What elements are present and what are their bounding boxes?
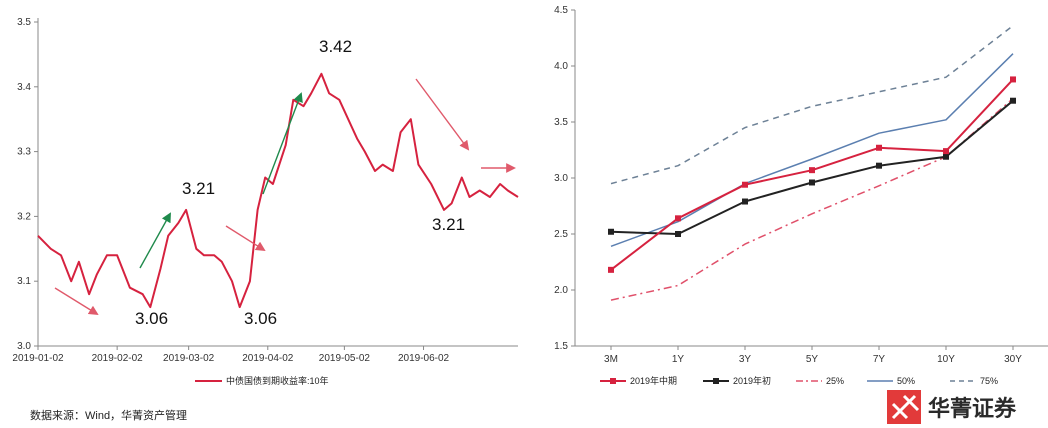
series-point-2019年中期: [943, 148, 949, 155]
right-x-tick-label: 10Y: [937, 354, 955, 365]
series-point-2019年中期: [608, 266, 614, 273]
right-y-tick-label: 3.5: [554, 117, 568, 128]
series-point-2019年初: [608, 228, 614, 235]
brand-name: 华菁证券: [928, 396, 1017, 421]
series-point-2019年初: [943, 153, 949, 160]
yield-time-series-chart: 3.0 3.1 3.2 3.3 3.4 3.5 2019-01-02 2019-02-02 2…: [12, 17, 519, 422]
series-line-2019年中期: [610, 78, 1014, 271]
left-x-tick-label: 2019-03-02: [163, 353, 215, 364]
right-y-tick-label: 4.5: [554, 5, 568, 16]
right-x-tick-label: 3M: [604, 354, 618, 365]
series-point-2019年初: [1010, 97, 1016, 104]
annotation-low: 3.06: [244, 309, 277, 328]
legend-marker-2019年初: [713, 378, 719, 384]
legend-label-2019年初: 2019年初: [733, 375, 771, 386]
yield-curve-chart: 1.5 2.0 2.5 3.0 3.5 4.0 4.5 3M 1Y 3Y 5Y 7Y 10Y 30Y 2…: [554, 5, 1048, 386]
left-x-tick-label: 2019-01-02: [12, 353, 64, 364]
series-line-50%: [610, 53, 1014, 248]
annotation-local-high: 3.21: [182, 179, 215, 198]
right-y-tick-label: 3.0: [554, 173, 568, 184]
trend-arrow-up: [139, 212, 171, 269]
trend-arrow-up: [262, 92, 303, 195]
trend-arrow-down: [54, 287, 99, 316]
right-x-tick-label: 30Y: [1004, 354, 1022, 365]
right-y-tick-label: 2.5: [554, 229, 568, 240]
annotation-low: 3.06: [135, 309, 168, 328]
series-point-2019年中期: [742, 181, 748, 188]
legend-label-75%: 75%: [980, 376, 998, 386]
left-x-tick-label: 2019-06-02: [398, 353, 450, 364]
left-x-tick-label: 2019-02-02: [92, 353, 144, 364]
series-point-2019年中期: [809, 167, 815, 174]
right-y-tick-label: 2.0: [554, 285, 568, 296]
series-point-2019年初: [675, 231, 681, 237]
series-point-2019年初: [876, 162, 882, 169]
annotation-peak: 3.42: [319, 37, 352, 56]
legend-label-cgb-10y: 中债国债到期收益率:10年: [226, 375, 329, 386]
trend-arrow-down: [415, 78, 470, 151]
left-y-tick-label: 3.2: [17, 211, 31, 222]
series-point-2019年中期: [675, 215, 681, 222]
legend-label-2019年中期: 2019年中期: [630, 375, 677, 386]
legend-marker-2019年中期: [610, 378, 616, 384]
series-point-2019年中期: [1010, 76, 1016, 83]
legend-label-25%: 25%: [826, 376, 844, 386]
left-y-tick-label: 3.5: [17, 17, 31, 28]
brand-logo-glyph: [891, 394, 920, 420]
series-line-cgb-10y: [37, 72, 519, 309]
left-y-tick-label: 3.1: [17, 276, 31, 287]
left-y-tick-label: 3.4: [17, 82, 31, 93]
right-x-tick-label: 5Y: [806, 354, 819, 365]
right-x-tick-label: 1Y: [672, 354, 685, 365]
source-note: 数据来源：Wind，华菁资产管理: [30, 408, 187, 422]
brand-logo: 华菁证券: [887, 390, 1017, 424]
legend-label-50%: 50%: [897, 376, 915, 386]
annotation-local-low: 3.21: [432, 215, 465, 234]
series-point-2019年中期: [876, 144, 882, 151]
series-line-75%: [610, 25, 1014, 185]
right-y-tick-label: 4.0: [554, 61, 568, 72]
right-y-tick-label: 1.5: [554, 341, 568, 352]
series-point-2019年初: [809, 179, 815, 186]
left-y-tick-label: 3.0: [17, 341, 31, 352]
right-x-tick-label: 3Y: [739, 354, 752, 365]
right-x-tick-label: 7Y: [873, 354, 886, 365]
trend-arrow-down: [225, 225, 266, 252]
series-line-25%: [610, 97, 1014, 301]
left-x-tick-label: 2019-04-02: [242, 353, 294, 364]
series-point-2019年初: [742, 198, 748, 205]
left-y-tick-label: 3.3: [17, 147, 31, 158]
left-x-tick-label: 2019-05-02: [319, 353, 371, 364]
